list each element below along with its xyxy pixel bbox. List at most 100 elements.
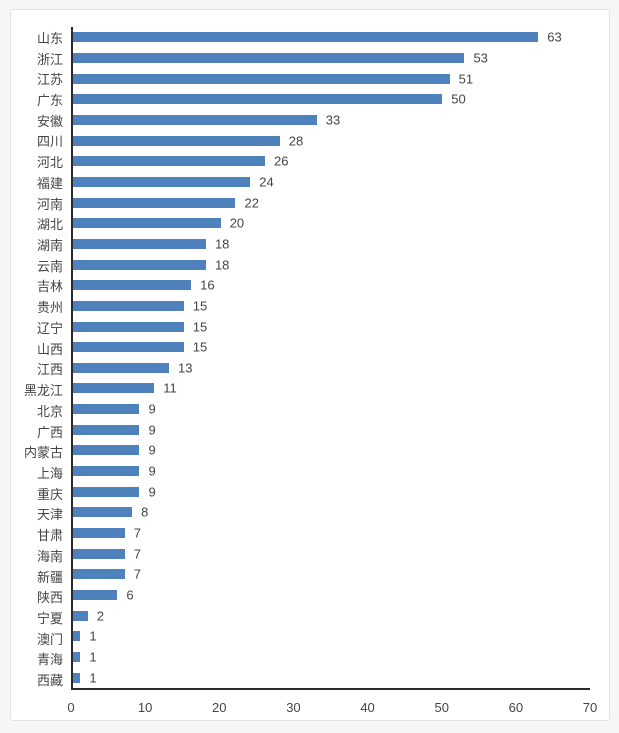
value-label: 2 [96, 608, 104, 624]
chart-row: 15 [73, 316, 590, 337]
bar [73, 548, 125, 559]
category-label: 上海 [36, 465, 63, 481]
category-label: 浙江 [36, 51, 63, 67]
value-label: 24 [259, 174, 274, 190]
chart-row: 1 [73, 626, 590, 647]
category-label: 山东 [36, 30, 63, 46]
value-label: 9 [148, 463, 156, 479]
chart-row: 15 [73, 337, 590, 358]
value-label: 7 [133, 546, 141, 562]
chart-row: 20 [73, 213, 590, 234]
chart-row: 51 [73, 68, 590, 89]
category-label: 江苏 [36, 72, 63, 88]
chart-panel: 山东 浙江 江苏 广东 安徽 四川 河北 福建 河南 湖北 湖南 云南 吉林 贵州 辽宁 山西 江西 黑龙江 北京广… [10, 9, 610, 721]
category-label: 西藏 [36, 673, 63, 689]
value-label: 15 [192, 319, 208, 335]
chart-row: 22 [73, 192, 590, 213]
x-tick-label: 40 [360, 700, 375, 715]
bar [73, 259, 206, 270]
x-tick-label: 10 [137, 700, 153, 715]
category-label: 四川 [36, 134, 63, 150]
bar [73, 569, 125, 580]
category-label: 云南 [36, 258, 63, 274]
value-label: 15 [192, 339, 208, 355]
category-label: 辽宁 [36, 320, 63, 336]
value-label: 9 [148, 422, 156, 438]
value-label: 15 [192, 298, 208, 314]
value-label: 7 [133, 525, 141, 541]
chart-row: 24 [73, 172, 590, 193]
chart-row: 1 [73, 667, 590, 688]
x-tick-label: 70 [582, 700, 598, 715]
chart-row: 9 [73, 481, 590, 502]
category-label: 重庆 [36, 486, 63, 502]
category-label: 福建 [36, 175, 63, 191]
bar [73, 652, 81, 663]
chart-row: 9 [73, 440, 590, 461]
chart-row: 6 [73, 585, 590, 606]
chart-row: 9 [73, 399, 590, 420]
x-tick-label: 30 [286, 700, 301, 715]
bar [73, 280, 192, 291]
value-label: 16 [200, 277, 215, 293]
category-label: 北京 [36, 403, 63, 419]
chart-row: 53 [73, 48, 590, 69]
category-label: 宁夏 [36, 610, 63, 626]
bar [73, 424, 140, 435]
category-label: 内蒙古 [23, 445, 63, 461]
chart-row: 15 [73, 296, 590, 317]
chart-row: 7 [73, 543, 590, 564]
value-label: 50 [451, 91, 466, 107]
bar [73, 52, 465, 63]
value-label: 8 [141, 504, 149, 520]
category-label: 澳门 [36, 631, 63, 647]
chart-row: 2 [73, 605, 590, 626]
value-label: 9 [148, 401, 156, 417]
bar [73, 404, 140, 415]
value-label: 1 [89, 649, 97, 665]
bar [73, 486, 140, 497]
value-label: 1 [89, 670, 97, 686]
bar [73, 32, 539, 43]
bar [73, 238, 206, 249]
value-label: 63 [547, 29, 562, 45]
category-label: 江西 [36, 362, 63, 378]
value-label: 18 [214, 236, 230, 252]
value-label: 1 [89, 628, 97, 644]
category-label: 河北 [36, 155, 63, 171]
x-tick-label: 50 [434, 700, 449, 715]
category-label: 陕西 [36, 590, 63, 606]
value-label: 51 [458, 71, 474, 87]
category-label: 甘肃 [36, 528, 63, 544]
value-label: 28 [288, 133, 304, 149]
bar [73, 135, 280, 146]
bar [73, 631, 81, 642]
category-label: 吉林 [36, 279, 63, 295]
value-label: 20 [229, 215, 245, 231]
value-label: 7 [133, 566, 141, 582]
bar [73, 445, 140, 456]
bar [73, 156, 266, 167]
category-label: 天津 [36, 507, 63, 523]
chart-row: 28 [73, 130, 590, 151]
category-label: 海南 [36, 548, 63, 564]
bar [73, 466, 140, 477]
chart-row: 7 [73, 564, 590, 585]
bar [73, 507, 133, 518]
bar [73, 300, 184, 311]
plot-area: 63 53 51 50 33 28 26 24 22 20 18 18 16 15 15 15 13 11 9 9 9 9… [71, 27, 590, 690]
value-label: 53 [473, 50, 488, 66]
bar [73, 321, 184, 332]
bar [73, 197, 236, 208]
chart-row: 63 [73, 27, 590, 48]
chart-row: 7 [73, 523, 590, 544]
category-label: 贵州 [36, 300, 63, 316]
bar [73, 610, 88, 621]
chart-row: 50 [73, 89, 590, 110]
category-label: 安徽 [36, 113, 63, 129]
bar [73, 114, 317, 125]
x-tick-label: 0 [67, 700, 75, 715]
category-label: 广东 [36, 93, 63, 109]
category-label: 黑龙江 [23, 383, 63, 399]
category-label: 青海 [36, 652, 63, 668]
